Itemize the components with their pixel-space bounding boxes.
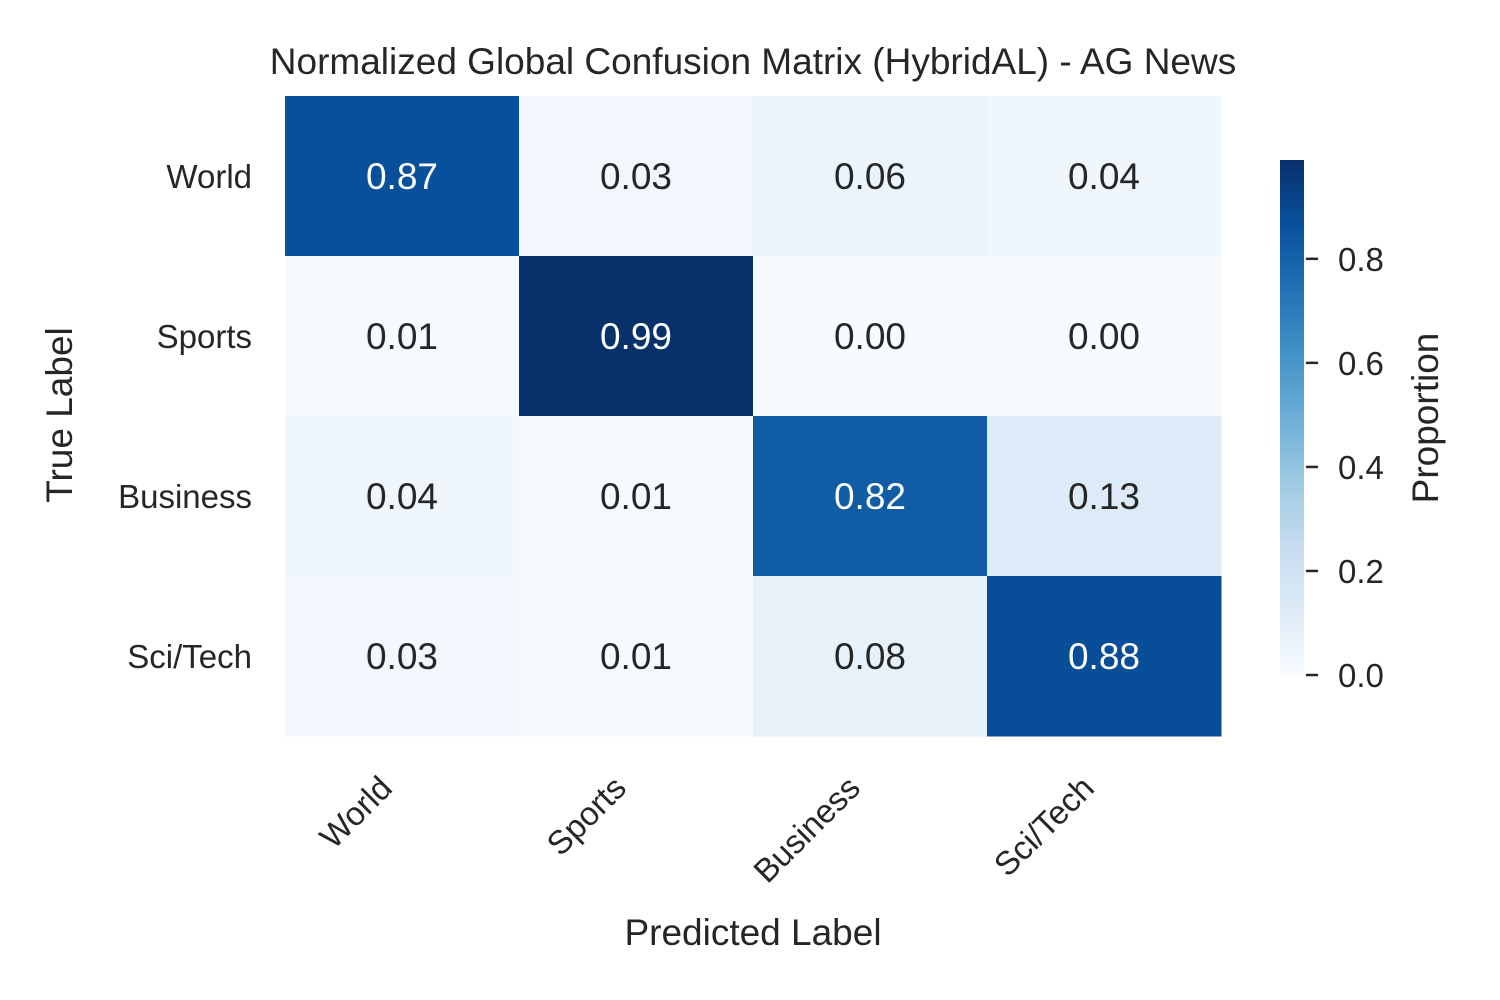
y-tick-label: Sports	[157, 318, 252, 355]
x-axis-label: Predicted Label	[624, 912, 881, 953]
cell-value-label: 0.13	[1068, 476, 1140, 517]
heatmap-cell	[753, 96, 988, 257]
y-axis-label: True Label	[39, 327, 80, 503]
cell-value-label: 0.04	[366, 476, 438, 517]
heatmap-cell	[285, 416, 520, 577]
cell-value-label: 0.08	[834, 636, 906, 677]
cell-value-label: 0.01	[600, 636, 672, 677]
heatmap-cell	[987, 576, 1222, 737]
x-tick-label: Sports	[539, 769, 633, 863]
chart-title: Normalized Global Confusion Matrix (Hybr…	[270, 41, 1236, 82]
cell-value-label: 0.00	[1068, 316, 1140, 357]
heatmap-cell	[519, 96, 754, 257]
x-tick-label: Sci/Tech	[987, 769, 1101, 883]
cell-value-label: 0.03	[600, 156, 672, 197]
heatmap-cell	[987, 96, 1222, 257]
heatmap-cell	[285, 96, 520, 257]
cell-value-label: 0.06	[834, 156, 906, 197]
heatmap-cell	[987, 256, 1222, 417]
cell-value-label: 0.03	[366, 636, 438, 677]
heatmap-cell	[519, 576, 754, 737]
colorbar-tick-label: 0.8	[1338, 241, 1384, 278]
cell-value-label: 0.99	[600, 316, 672, 357]
x-tick-label: World	[312, 769, 399, 856]
colorbar-tick-label: 0.4	[1338, 449, 1384, 486]
y-tick-labels: World Sports Business Sci/Tech	[118, 158, 252, 675]
y-tick-label: Business	[118, 478, 252, 515]
heatmap-cell	[753, 256, 988, 417]
colorbar-tick-label: 0.2	[1338, 553, 1384, 590]
x-tick-label: Business	[746, 769, 867, 890]
cell-value-label: 0.00	[834, 316, 906, 357]
cell-value-label: 0.01	[366, 316, 438, 357]
cell-value-label: 0.01	[600, 476, 672, 517]
cell-value-label: 0.82	[834, 476, 906, 517]
colorbar-tick-label: 0.6	[1338, 345, 1384, 382]
heatmap-cell	[987, 416, 1222, 577]
colorbar-tick-label: 0.0	[1338, 657, 1384, 694]
y-tick-label: Sci/Tech	[127, 638, 252, 675]
cell-value-label: 0.04	[1068, 156, 1140, 197]
colorbar: 0.0 0.2 0.4 0.6 0.8	[1280, 160, 1384, 694]
x-tick-labels: World Sports Business Sci/Tech	[312, 769, 1101, 890]
colorbar-label: Proportion	[1405, 333, 1446, 504]
heatmap-cell	[519, 416, 754, 577]
heatmap-cells: 0.87 0.03 0.06 0.04 0.01 0.99 0.00 0.00 0.04 0.01…	[285, 96, 1222, 737]
heatmap-cell	[753, 416, 988, 577]
heatmap-cell	[285, 576, 520, 737]
heatmap-cell	[285, 256, 520, 417]
colorbar-gradient	[1280, 160, 1304, 675]
heatmap-cell	[519, 256, 754, 417]
cell-value-label: 0.88	[1068, 636, 1140, 677]
heatmap-cell	[753, 576, 988, 737]
cell-value-label: 0.87	[366, 156, 438, 197]
y-tick-label: World	[166, 158, 252, 195]
